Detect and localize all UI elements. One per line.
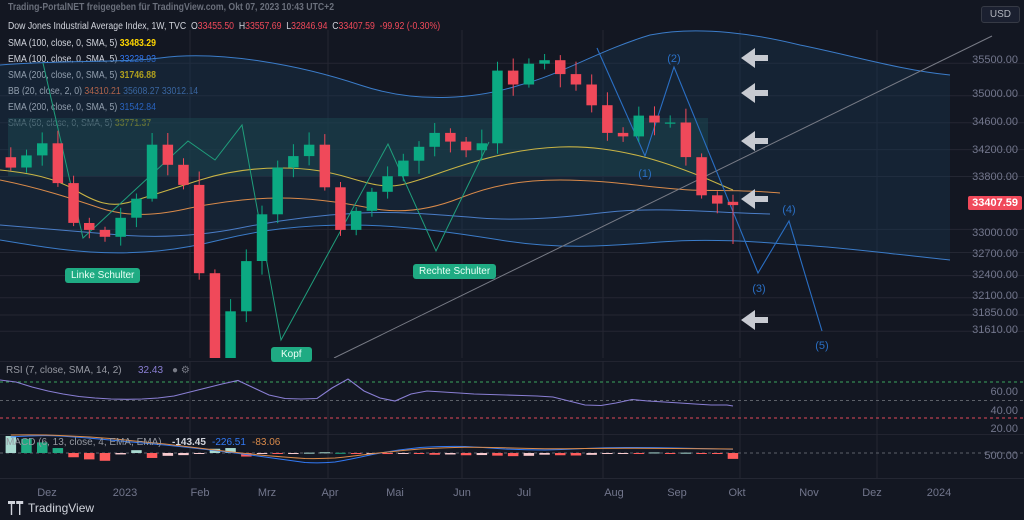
svg-text:(4): (4) [782, 204, 795, 216]
svg-text:MACD (6, 13, close, 4, EMA, EM: MACD (6, 13, close, 4, EMA, EMA) [6, 437, 162, 448]
svg-text:-143.45: -143.45 [172, 437, 206, 448]
svg-text:-83.06: -83.06 [252, 437, 281, 448]
svg-text:-226.51: -226.51 [212, 437, 246, 448]
svg-text:(2): (2) [667, 53, 680, 65]
svg-text:● ⚙: ● ⚙ [172, 365, 190, 376]
svg-text:(5): (5) [815, 340, 828, 352]
svg-text:(1): (1) [638, 168, 651, 180]
svg-text:(3): (3) [752, 283, 765, 295]
svg-text:RSI (7, close, SMA, 14, 2): RSI (7, close, SMA, 14, 2) [6, 365, 122, 376]
svg-text:32.43: 32.43 [138, 365, 163, 376]
